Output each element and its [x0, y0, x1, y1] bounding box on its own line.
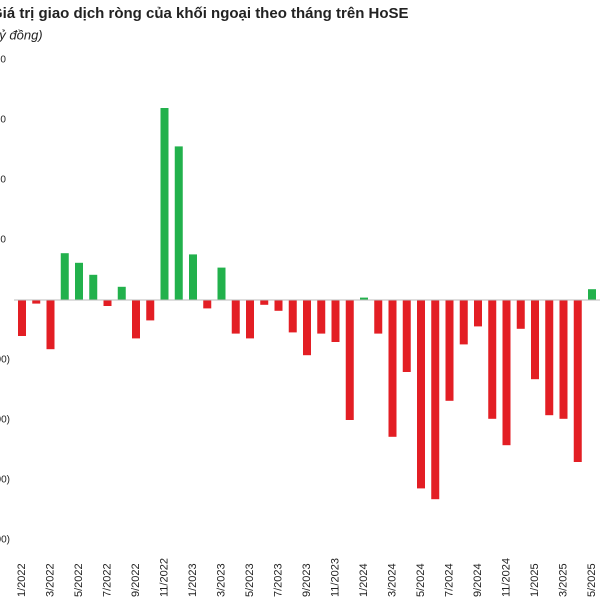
bar: [360, 297, 368, 300]
chart-subtitle: (Tỷ đồng): [0, 27, 43, 42]
bar: [573, 300, 582, 462]
bar: [32, 300, 41, 304]
x-tick-label: 11/2022: [158, 558, 170, 597]
bar: [531, 300, 539, 380]
bar: [388, 300, 397, 437]
x-tick-label: 1/2023: [187, 563, 199, 597]
bar: [132, 300, 140, 339]
x-tick-label: 7/2024: [443, 563, 455, 597]
bar: [516, 300, 525, 329]
x-tick-label: 9/2022: [130, 563, 142, 597]
x-tick-label: 3/2023: [215, 563, 227, 597]
y-tick-label: 15,000: [0, 115, 6, 126]
x-tick-label: 3/2022: [44, 563, 56, 597]
bar: [75, 262, 83, 300]
bar: [303, 300, 311, 356]
bar: [203, 300, 212, 309]
x-tick-label: 3/2025: [557, 563, 569, 597]
y-tick-label: 10,000: [0, 175, 6, 186]
bar: [402, 300, 411, 372]
bar: [260, 300, 269, 305]
bar: [288, 300, 297, 333]
bar: [89, 274, 98, 300]
bar: [502, 300, 511, 446]
bar: [431, 300, 440, 500]
x-tick-label: 5/2024: [415, 563, 427, 597]
bar: [331, 300, 340, 342]
bar: [174, 146, 183, 300]
bar: [18, 300, 26, 336]
bar: [246, 300, 254, 339]
x-tick-label: 5/2022: [73, 563, 85, 597]
bar: [146, 300, 155, 321]
x-tick-label: 9/2024: [472, 563, 484, 597]
x-tick-label: 7/2023: [272, 563, 284, 597]
bar: [488, 300, 497, 419]
y-tick-label: 20,000: [0, 55, 6, 66]
bar: [417, 300, 425, 489]
bar: [474, 300, 482, 327]
y-tick-label: 5,000: [0, 235, 6, 246]
chart-title: Giá trị giao dịch ròng của khối ngoại th…: [0, 5, 409, 22]
x-tick-label: 11/2024: [500, 558, 512, 597]
bar: [46, 300, 55, 350]
bar: [588, 289, 596, 300]
bar: [445, 300, 454, 401]
bar: [274, 300, 283, 311]
bar: [117, 286, 126, 300]
y-tick-label: (20,000): [0, 535, 10, 546]
bar: [217, 267, 226, 300]
bar: [60, 253, 69, 300]
x-tick-label: 5/2023: [244, 563, 256, 597]
bar: [160, 108, 169, 300]
x-tick-label: 1/2024: [358, 563, 370, 597]
bar: [545, 300, 554, 416]
bar: [103, 300, 112, 306]
x-tick-label: 9/2023: [301, 563, 313, 597]
x-tick-label: 3/2024: [386, 563, 398, 597]
y-tick-label: (15,000): [0, 475, 10, 486]
bar: [317, 300, 326, 334]
bar: [231, 300, 240, 334]
x-tick-label: 5/2025: [586, 563, 598, 597]
bar: [189, 254, 197, 300]
bar: [459, 300, 468, 345]
bar: [559, 300, 568, 419]
y-tick-label: (5,000): [0, 355, 10, 366]
bar: [345, 300, 354, 420]
x-tick-label: 1/2022: [16, 563, 28, 597]
y-tick-label: (10,000): [0, 415, 10, 426]
x-tick-label: 7/2022: [101, 563, 113, 597]
x-tick-label: 1/2025: [529, 563, 541, 597]
bar: [374, 300, 383, 334]
x-tick-label: 11/2023: [329, 558, 341, 597]
